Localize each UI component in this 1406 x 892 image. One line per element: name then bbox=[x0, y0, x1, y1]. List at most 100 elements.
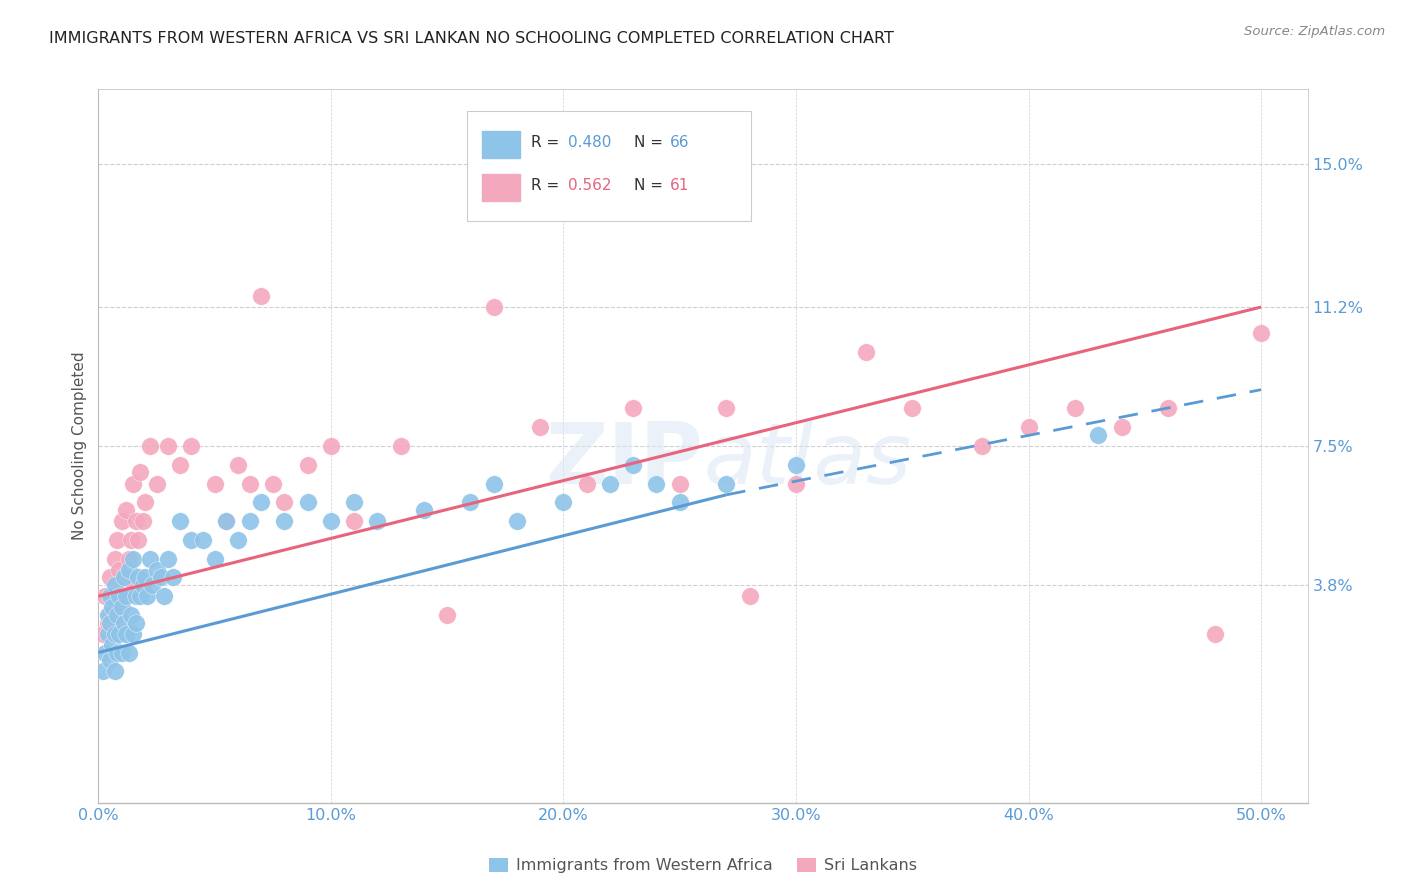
Point bbox=[98, 570, 121, 584]
Point bbox=[575, 476, 598, 491]
Point bbox=[104, 665, 127, 679]
Point bbox=[124, 514, 146, 528]
Point bbox=[111, 646, 134, 660]
Point bbox=[115, 589, 138, 603]
Point bbox=[191, 533, 214, 547]
Point bbox=[1111, 420, 1133, 434]
Point bbox=[134, 570, 156, 584]
Point bbox=[97, 607, 120, 622]
Point bbox=[94, 646, 117, 660]
Point bbox=[122, 578, 145, 592]
Point bbox=[98, 615, 121, 630]
Point bbox=[104, 627, 127, 641]
Point bbox=[621, 458, 644, 472]
Point bbox=[91, 627, 114, 641]
Point bbox=[460, 495, 482, 509]
Point bbox=[108, 589, 131, 603]
Point bbox=[131, 578, 153, 592]
Point bbox=[319, 514, 342, 528]
Point bbox=[108, 589, 131, 603]
Text: 0.562: 0.562 bbox=[568, 178, 612, 193]
Text: R =: R = bbox=[531, 136, 564, 150]
Point bbox=[98, 607, 121, 622]
Point bbox=[105, 600, 128, 615]
Point bbox=[111, 578, 134, 592]
Point bbox=[97, 615, 120, 630]
Point bbox=[120, 533, 142, 547]
Point bbox=[157, 439, 180, 453]
Text: atlas: atlas bbox=[703, 418, 911, 502]
Point bbox=[136, 589, 159, 603]
Text: 61: 61 bbox=[671, 178, 690, 193]
Point bbox=[250, 289, 273, 303]
Point bbox=[118, 646, 141, 660]
Point bbox=[250, 495, 273, 509]
Point bbox=[621, 401, 644, 416]
Point bbox=[152, 589, 174, 603]
Point bbox=[215, 514, 238, 528]
Point bbox=[692, 176, 714, 190]
Point bbox=[162, 570, 184, 584]
Point bbox=[970, 439, 993, 453]
Point bbox=[262, 476, 284, 491]
Point bbox=[204, 476, 226, 491]
Point bbox=[141, 578, 163, 592]
Point bbox=[482, 476, 505, 491]
Text: 66: 66 bbox=[671, 136, 690, 150]
Point bbox=[118, 551, 141, 566]
Point bbox=[668, 495, 690, 509]
Point bbox=[273, 495, 295, 509]
Point bbox=[101, 589, 124, 603]
Point bbox=[115, 503, 138, 517]
Point bbox=[413, 503, 436, 517]
Point bbox=[169, 514, 191, 528]
Point bbox=[204, 551, 226, 566]
Point bbox=[738, 589, 761, 603]
Point bbox=[101, 600, 124, 615]
Point bbox=[94, 589, 117, 603]
Point bbox=[120, 607, 142, 622]
Point bbox=[129, 589, 152, 603]
Text: IMMIGRANTS FROM WESTERN AFRICA VS SRI LANKAN NO SCHOOLING COMPLETED CORRELATION : IMMIGRANTS FROM WESTERN AFRICA VS SRI LA… bbox=[49, 31, 894, 46]
Point bbox=[127, 570, 149, 584]
Point bbox=[215, 514, 238, 528]
Point bbox=[105, 533, 128, 547]
Y-axis label: No Schooling Completed: No Schooling Completed bbox=[72, 351, 87, 541]
Point bbox=[319, 439, 342, 453]
Point bbox=[226, 533, 249, 547]
Point bbox=[129, 465, 152, 479]
Point bbox=[118, 563, 141, 577]
Text: R =: R = bbox=[531, 178, 564, 193]
Point bbox=[108, 563, 131, 577]
Point bbox=[97, 627, 120, 641]
Point bbox=[112, 615, 135, 630]
Point bbox=[226, 458, 249, 472]
Point bbox=[436, 607, 458, 622]
Point bbox=[112, 570, 135, 584]
Point bbox=[239, 476, 262, 491]
Point bbox=[150, 570, 173, 584]
Text: N =: N = bbox=[634, 136, 668, 150]
Point bbox=[1157, 401, 1180, 416]
Point bbox=[145, 476, 167, 491]
Point bbox=[112, 570, 135, 584]
Point bbox=[785, 476, 807, 491]
Point bbox=[104, 615, 127, 630]
Point bbox=[1087, 427, 1109, 442]
Point bbox=[124, 589, 146, 603]
Bar bbox=[482, 174, 520, 202]
Point bbox=[124, 615, 146, 630]
Point bbox=[169, 458, 191, 472]
Point bbox=[366, 514, 388, 528]
Point bbox=[297, 458, 319, 472]
Point bbox=[668, 476, 690, 491]
Point bbox=[273, 514, 295, 528]
Point bbox=[98, 653, 121, 667]
Point bbox=[482, 300, 505, 314]
Text: Source: ZipAtlas.com: Source: ZipAtlas.com bbox=[1244, 25, 1385, 38]
Legend: Immigrants from Western Africa, Sri Lankans: Immigrants from Western Africa, Sri Lank… bbox=[482, 851, 924, 880]
Point bbox=[716, 476, 738, 491]
Point bbox=[131, 514, 153, 528]
Point bbox=[1018, 420, 1040, 434]
Point bbox=[785, 458, 807, 472]
